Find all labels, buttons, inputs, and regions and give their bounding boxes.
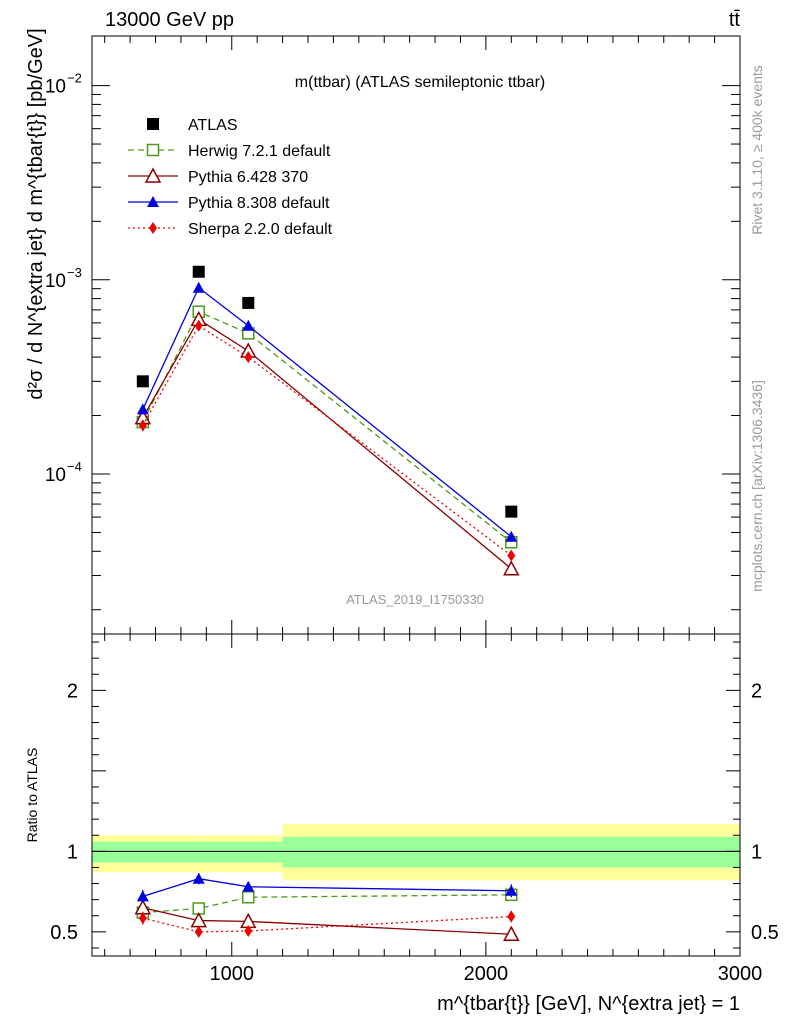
main-point [505, 505, 518, 518]
legend-marker-4 [149, 222, 157, 234]
ratio-y-tick-label-right: 2 [751, 680, 762, 702]
legend-marker-2 [144, 167, 162, 183]
ratio-point [138, 912, 147, 925]
main-point [192, 265, 205, 278]
ratio-point [503, 925, 520, 942]
legend-label-4: Sherpa 2.2.0 default [188, 221, 333, 238]
ratio-band-inner-1 [198, 841, 283, 863]
process-label: tt̄ [729, 9, 741, 31]
main-point [194, 319, 203, 332]
ratio-point [136, 890, 149, 902]
ratio-line-2 [142, 878, 512, 898]
ratio-series-layer [134, 872, 520, 942]
ratio-y-tick-label-right: 0.5 [751, 922, 779, 944]
main-point [192, 281, 205, 293]
legend-marker-0 [147, 118, 159, 130]
x-tick-label: 3000 [718, 963, 763, 985]
ratio-y-tick-label-left: 0.5 [50, 922, 78, 944]
ratio-y-tick-label-right: 1 [751, 841, 762, 863]
main-point [138, 419, 147, 432]
main-plot-title: m(ttbar) (ATLAS semileptonic ttbar) [295, 74, 545, 91]
main-point [505, 530, 518, 542]
legend-label-2: Pythia 6.428 370 [188, 169, 308, 186]
ratio-band-inner-0 [92, 841, 199, 863]
main-point [244, 351, 253, 364]
legend-label-3: Pythia 8.308 default [188, 195, 330, 212]
ratio-uncertainty-bands [92, 823, 740, 881]
ratio-point [242, 890, 255, 904]
ratio-y-tick-label-left: 1 [67, 841, 78, 863]
main-point [136, 403, 149, 415]
legend: ATLAS Herwig 7.2.1 default Pythia 6.428 37… [128, 117, 333, 238]
ratio-y-tick-label-left: 2 [67, 680, 78, 702]
main-y-axis-label: d²σ / d N^{extra jet} d m^{tbar{t}} [pb/… [25, 28, 47, 399]
main-y-tick-exponent: −2 [67, 71, 82, 86]
ratio-point [244, 925, 253, 938]
x-tick-label: 2000 [464, 963, 509, 985]
ratio-point [507, 910, 516, 923]
main-y-tick-label: 10 [45, 77, 66, 98]
rivet-label: Rivet 3.1.10, ≥ 400k events [749, 65, 765, 235]
main-line-2 [142, 318, 512, 570]
mcplots-label: mcplots.cern.ch [arXiv:1306.3436] [749, 380, 765, 592]
main-y-tick-exponent: −3 [67, 265, 82, 280]
x-axis-label: m^{tbar{t}} [GeV], N^{extra jet} = 1 [437, 993, 740, 1015]
ratio-y-axis-label: Ratio to ATLAS [24, 748, 40, 843]
main-y-tick-exponent: −4 [67, 459, 82, 474]
main-line-4 [142, 324, 512, 557]
legend-marker-3 [147, 196, 159, 207]
ratio-point [194, 925, 203, 938]
analysis-watermark: ATLAS_2019_I1750330 [346, 592, 484, 607]
main-point [136, 375, 149, 388]
ratio-band-inner-2 [282, 836, 740, 868]
ratio-point [192, 872, 205, 884]
main-line-1 [142, 310, 512, 543]
energy-label: 13000 GeV pp [105, 9, 234, 31]
main-y-tick-label: 10 [45, 465, 66, 486]
ratio-line-0 [142, 894, 512, 914]
legend-label-0: ATLAS [188, 117, 238, 134]
main-point [503, 560, 520, 576]
ratio-line-1 [142, 907, 512, 935]
main-line-3 [142, 286, 512, 538]
main-point [242, 319, 255, 331]
main-point [507, 549, 516, 562]
main-point [242, 296, 255, 309]
ratio-plot-frame [91, 633, 741, 957]
ratio-point [242, 880, 255, 892]
ratio-point [505, 884, 518, 896]
x-tick-label: 1000 [210, 963, 255, 985]
main-series-layer [134, 265, 520, 576]
legend-marker-1 [146, 143, 160, 157]
legend-label-1: Herwig 7.2.1 default [188, 143, 331, 160]
main-y-tick-label: 10 [45, 271, 66, 292]
